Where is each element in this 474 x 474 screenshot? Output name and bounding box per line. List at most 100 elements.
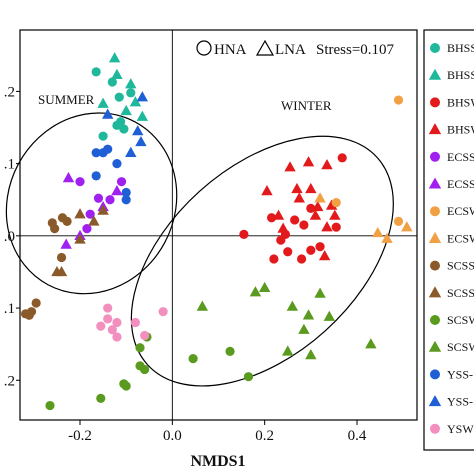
top-legend: HNA LNA Stress=0.107 <box>196 39 395 58</box>
point-bhsw-circle-11 <box>269 254 279 264</box>
point-yss-circle-4 <box>91 171 101 181</box>
point-bhss-circle-1 <box>107 77 117 87</box>
y-axis-ticks: .2 .1 .0 .1 .2 <box>4 84 20 389</box>
point-bhsw-circle-6 <box>315 242 325 252</box>
point-scss-triangle-3 <box>74 208 86 219</box>
y-tick-label: .2 <box>4 84 15 100</box>
point-ysw-circle-1 <box>103 314 113 324</box>
point-scsw-circle-5 <box>121 381 131 391</box>
point-bhss-triangle-3 <box>129 96 142 107</box>
point-ecsw-triangle-0 <box>401 221 413 232</box>
point-scss-circle-5 <box>31 298 41 308</box>
point-bhsw-circle-7 <box>331 222 341 232</box>
legend-bhss-triangle-label: BHSS <box>447 68 474 82</box>
point-bhss-triangle-1 <box>111 68 123 79</box>
point-yss-circle-6 <box>121 195 131 205</box>
point-bhss-triangle-2 <box>125 78 137 89</box>
point-scsw-triangle-2 <box>258 281 271 293</box>
point-bhsw-triangle-11 <box>309 209 322 220</box>
point-yss-triangle-3 <box>136 91 149 102</box>
legend-scsw-circle-symbol <box>430 315 440 325</box>
legend-ecsw-triangle-symbol <box>428 231 442 243</box>
point-scsw-triangle-7 <box>302 309 315 320</box>
point-yss-triangle-1 <box>135 135 147 147</box>
plot-border <box>19 29 418 421</box>
point-bhss-circle-3 <box>119 124 129 134</box>
legend-border <box>423 29 474 451</box>
point-bhsw-circle-13 <box>290 215 300 225</box>
point-bhss-circle-5 <box>116 117 126 127</box>
point-ysw-circle-3 <box>130 317 141 328</box>
x-axis-ticks: -0.2 0.0 0.2 0.4 <box>68 420 367 444</box>
point-ecss-triangle-1 <box>62 172 75 183</box>
x-tick-label: -0.2 <box>68 428 92 444</box>
point-scsw-triangle-6 <box>298 323 310 334</box>
point-bhsw-triangle-6 <box>325 199 338 210</box>
point-ecsw-circle-1 <box>393 216 404 226</box>
point-yss-circle-5 <box>121 187 131 198</box>
point-scss-triangle-2 <box>51 265 63 277</box>
point-scsw-circle-0 <box>135 343 145 353</box>
point-bhsw-triangle-4 <box>305 182 317 194</box>
legend-yss-circle-label: YSS- <box>447 367 473 381</box>
point-ysw-circle-6 <box>96 321 106 331</box>
point-scsw-triangle-0 <box>196 300 209 311</box>
y-tick-label: .1 <box>4 301 15 317</box>
point-ecsw-circle-2 <box>331 198 341 208</box>
point-scsw-circle-2 <box>140 364 150 375</box>
legend-scss-triangle-symbol <box>428 286 442 298</box>
point-bhsw-triangle-0 <box>284 161 296 172</box>
point-bhss-circle-2 <box>114 92 124 102</box>
point-ecsw-triangle-1 <box>381 232 393 243</box>
point-bhsw-circle-9 <box>306 245 316 255</box>
point-scsw-circle-6 <box>45 400 55 411</box>
point-bhsw-circle-10 <box>296 254 307 264</box>
point-bhss-triangle-6 <box>120 104 132 116</box>
legend-ecsw-circle-label: ECSW <box>447 204 474 218</box>
group-ellipses <box>5 112 394 387</box>
plot-area <box>19 29 418 421</box>
point-ecss-circle-5 <box>93 193 104 203</box>
point-scss-triangle-4 <box>97 204 109 215</box>
legend-ecss-circle-symbol <box>430 151 440 162</box>
legend-bhss-circle-label: BHSS <box>447 41 474 55</box>
point-bhsw-triangle-12 <box>321 221 333 232</box>
x-tick-label: 0.4 <box>348 428 367 444</box>
legend-ecsw-circle-symbol <box>430 206 440 217</box>
legend-bhsw-circle-symbol <box>430 97 440 108</box>
point-yss-triangle-0 <box>132 125 144 136</box>
point-bhsw-triangle-2 <box>321 159 333 170</box>
legend-scss-circle-label: SCSS <box>447 259 474 273</box>
point-bhss-triangle-5 <box>97 97 109 108</box>
y-tick-label: .0 <box>4 229 15 245</box>
point-ecss-circle-2 <box>105 195 115 205</box>
x-axis-title: NMDS1 <box>190 453 245 470</box>
legend-ysw-circle-symbol <box>430 423 440 434</box>
point-scsw-triangle-10 <box>282 345 294 356</box>
point-scss-triangle-0 <box>74 233 86 244</box>
legend-bhsw-triangle-label: BHSW <box>447 123 474 137</box>
legend-yss-circle-symbol <box>430 369 440 380</box>
y-tick-label: .2 <box>4 373 15 389</box>
point-yss-triangle-4 <box>102 108 114 119</box>
point-scsw-triangle-3 <box>286 300 299 311</box>
point-ysw-circle-4 <box>158 307 168 317</box>
x-tick-label: 0.0 <box>163 428 182 444</box>
point-ysw-circle-0 <box>107 325 117 335</box>
legend-ecss-triangle-label: ECSS <box>447 177 474 191</box>
point-ecss-triangle-4 <box>60 238 72 249</box>
legend-bhsw-circle-label: BHSW <box>447 95 474 109</box>
point-scsw-circle-8 <box>243 372 254 382</box>
point-bhss-circle-0 <box>91 67 101 77</box>
point-ecsw-circle-0 <box>393 95 404 105</box>
stress-value: Stress=0.107 <box>316 42 395 58</box>
point-scsw-circle-3 <box>96 393 106 403</box>
point-ecsw-triangle-2 <box>372 226 384 238</box>
legend-yss-triangle-label: YSS- <box>447 395 473 409</box>
point-scss-circle-7 <box>50 224 60 234</box>
legend-ecss-triangle-symbol <box>428 177 442 189</box>
series-legend: BHSS BHSS BHSW BHSW ECSS ECSS ECSW ECSW SCSS SCSS… <box>423 29 474 451</box>
point-bhsw-circle-4 <box>299 220 309 230</box>
point-bhsw-triangle-1 <box>302 156 315 167</box>
